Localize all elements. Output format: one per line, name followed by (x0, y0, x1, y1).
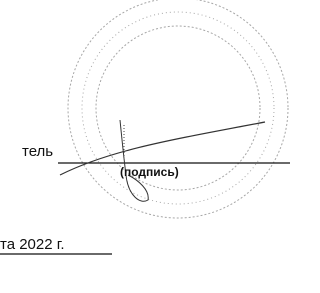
stamp-outer-ring (68, 0, 288, 218)
signature-loop (120, 120, 148, 201)
role-text: тель (22, 143, 53, 160)
date-text: та 2022 г. (0, 236, 65, 253)
page: {"signature_block": {"role_fragment": "т… (0, 0, 290, 293)
signature-caption: (подпись) (120, 165, 179, 179)
stamp (68, 0, 288, 218)
